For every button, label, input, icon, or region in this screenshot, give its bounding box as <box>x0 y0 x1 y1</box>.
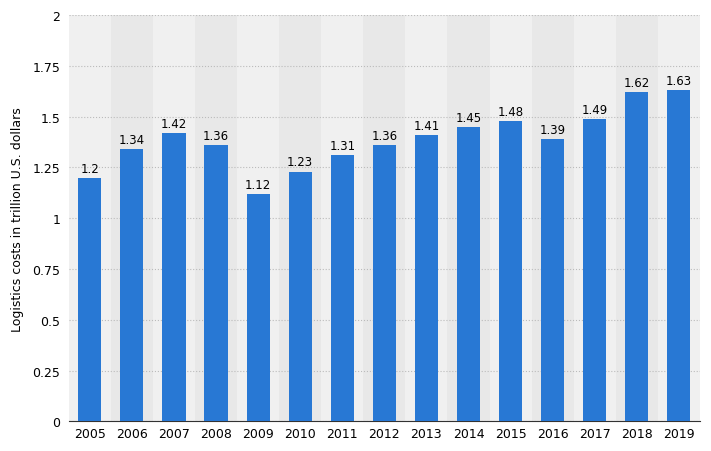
Bar <box>162 133 186 421</box>
Bar <box>78 178 102 421</box>
Text: 1.48: 1.48 <box>498 106 523 119</box>
Bar <box>205 146 228 421</box>
Text: 1.36: 1.36 <box>371 130 397 143</box>
Bar <box>574 16 616 421</box>
Text: 1.42: 1.42 <box>161 118 187 131</box>
Bar <box>405 16 447 421</box>
Text: 1.36: 1.36 <box>203 130 229 143</box>
Bar <box>583 120 606 421</box>
Bar <box>120 150 144 421</box>
Bar <box>237 16 279 421</box>
Text: 1.41: 1.41 <box>413 120 439 133</box>
Bar <box>331 156 354 421</box>
Text: 1.23: 1.23 <box>287 156 314 169</box>
Text: 1.45: 1.45 <box>456 111 481 124</box>
Bar <box>457 128 480 421</box>
Text: 1.2: 1.2 <box>80 162 100 175</box>
Bar <box>153 16 195 421</box>
Text: 1.63: 1.63 <box>665 75 692 88</box>
Bar <box>69 16 111 421</box>
Y-axis label: Logistics costs in trillion U.S. dollars: Logistics costs in trillion U.S. dollars <box>11 106 24 331</box>
Bar <box>541 140 565 421</box>
Bar <box>373 146 396 421</box>
Bar <box>247 194 269 421</box>
Text: 1.39: 1.39 <box>540 124 566 137</box>
Bar <box>489 16 532 421</box>
Text: 1.34: 1.34 <box>119 134 145 147</box>
Bar <box>321 16 363 421</box>
Text: 1.49: 1.49 <box>582 103 608 116</box>
Bar <box>625 93 648 421</box>
Bar <box>499 121 522 421</box>
Bar <box>415 136 438 421</box>
Text: 1.62: 1.62 <box>624 77 650 90</box>
Bar <box>289 172 311 421</box>
Bar <box>658 16 700 421</box>
Text: 1.12: 1.12 <box>245 179 271 191</box>
Text: 1.31: 1.31 <box>329 140 356 153</box>
Bar <box>668 91 690 421</box>
